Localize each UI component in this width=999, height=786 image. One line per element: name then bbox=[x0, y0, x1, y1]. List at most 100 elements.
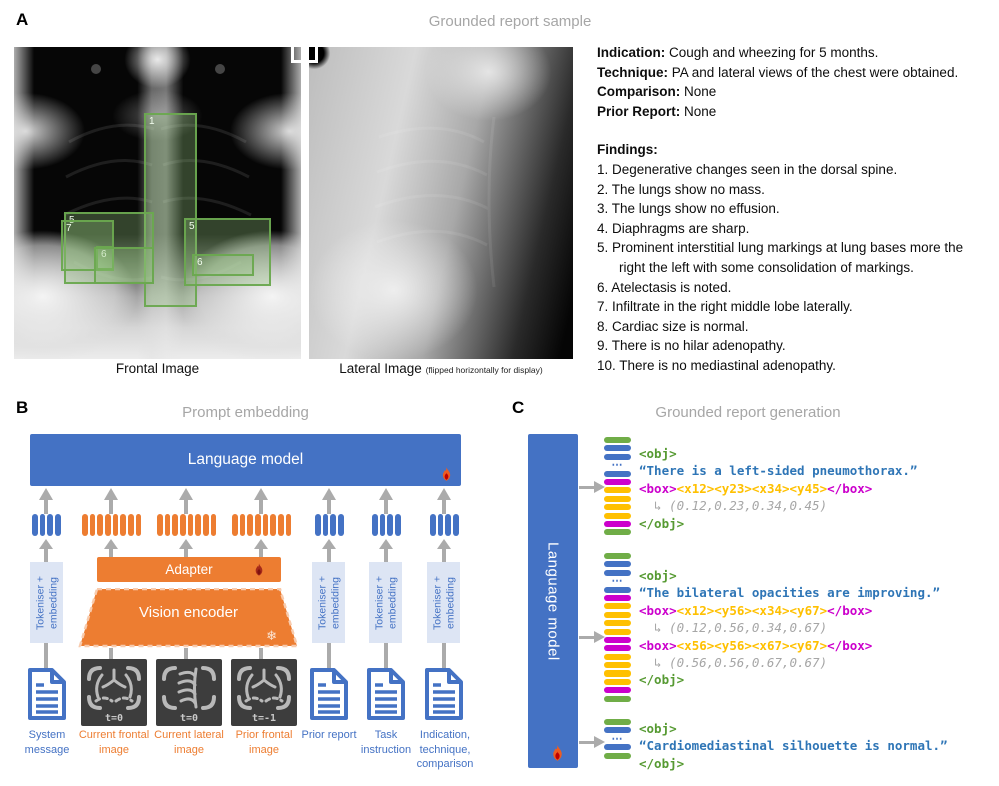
finding-item: 6. Atelectasis is noted. bbox=[597, 279, 732, 295]
obj-close-tag: </obj> bbox=[639, 755, 685, 771]
indication-line: Indication: Cough and wheezing for 5 mon… bbox=[597, 43, 993, 63]
token-stack-system bbox=[32, 514, 61, 536]
input-label-prior-report: Prior report bbox=[301, 729, 357, 741]
panel-a-title: Grounded report sample bbox=[428, 13, 592, 30]
language-model-label: Language model bbox=[187, 451, 304, 468]
frontal-sketch-icon bbox=[87, 666, 141, 710]
snowflake-icon: ❄ bbox=[266, 628, 277, 643]
timestamp-label: t=0 bbox=[104, 713, 124, 724]
timestamp-label: t=-1 bbox=[251, 713, 277, 724]
grounding-box: 7 bbox=[61, 220, 114, 271]
token-stack-lateral bbox=[157, 514, 217, 536]
tokeniser-embedding-box: Tokeniser + embedding bbox=[369, 562, 402, 643]
indication-value: Cough and wheezing for 5 months. bbox=[669, 45, 879, 60]
language-model-block-vertical: Language model bbox=[528, 434, 578, 768]
box-coords-decimal: ↳ (0.12,0.56,0.34,0.67) bbox=[654, 620, 828, 636]
lateral-caption: Lateral Image (flipped horizontally for … bbox=[309, 361, 573, 376]
rib-detail bbox=[374, 116, 496, 288]
output-token-stack-2: ⋯ bbox=[604, 553, 631, 702]
tokeniser-embedding-box: Tokeniser + embedding bbox=[427, 562, 460, 643]
box-coord-tokens: <x12><y23><x34><y45> bbox=[676, 480, 828, 496]
output-block-1: <obj> “There is a left-sided pneumothora… bbox=[639, 445, 917, 532]
finding-item: 9. There is no hilar adenopathy. bbox=[597, 338, 786, 354]
panel-c-letter: C bbox=[512, 398, 525, 417]
technique-line: Technique: PA and lateral views of the c… bbox=[597, 63, 993, 83]
frontal-caption: Frontal Image bbox=[14, 361, 301, 376]
indication-label: Indication: bbox=[597, 45, 666, 60]
prior-report-value: None bbox=[684, 103, 717, 119]
box-label: 6 bbox=[101, 249, 107, 260]
box-open-tag: <box> bbox=[639, 602, 677, 618]
input-label-indication: Indication, technique, comparison bbox=[416, 729, 474, 770]
lateral-caption-note: (flipped horizontally for display) bbox=[425, 365, 543, 375]
tokeniser-label: embedding bbox=[46, 576, 59, 629]
timestamp-label: t=0 bbox=[179, 713, 199, 724]
box-label: 6 bbox=[197, 257, 203, 268]
input-label-current-lateral: Current lateral image bbox=[154, 729, 224, 756]
panel-c-title: Grounded report generation bbox=[655, 404, 841, 421]
box-coords-decimal: ↳ (0.12,0.23,0.34,0.45) bbox=[654, 498, 828, 514]
vision-encoder-block: Vision encoder ❄ bbox=[78, 587, 299, 648]
tokeniser-embedding-box: Tokeniser + embedding bbox=[312, 562, 345, 643]
token-stack-prior-report bbox=[315, 514, 344, 536]
fire-icon bbox=[442, 467, 451, 481]
box-coord-tokens: <x12><y56><x34><y67> bbox=[676, 602, 828, 618]
box-coord-tokens: <x56><y56><x67><y67> bbox=[676, 637, 828, 653]
document-icon-system-message bbox=[28, 668, 66, 720]
panel-b-title: Prompt embedding bbox=[182, 404, 309, 421]
box-label: 5 bbox=[189, 221, 195, 232]
token-stack-indication bbox=[430, 514, 459, 536]
adapter-block: Adapter bbox=[97, 557, 281, 582]
vision-encoder-label: Vision encoder bbox=[139, 604, 238, 621]
finding-sentence: “There is a left-sided pneumothorax.” bbox=[639, 463, 918, 479]
comparison-label: Comparison: bbox=[597, 84, 681, 100]
box-tag-line: <box><x56><y56><x67><y67></box> bbox=[639, 637, 940, 654]
obj-close-tag: </obj> bbox=[639, 515, 685, 531]
rib-detail bbox=[63, 64, 252, 282]
fire-icon bbox=[553, 745, 562, 761]
box-tag-line: <box><x12><y23><x34><y45></box> bbox=[639, 480, 917, 497]
technique-label: Technique: bbox=[597, 64, 669, 80]
panel-b-letter: B bbox=[16, 398, 29, 417]
language-model-label: Language model bbox=[544, 541, 562, 661]
document-icon-prior-report bbox=[310, 668, 348, 720]
output-token-stack-3: ⋯ bbox=[604, 719, 631, 759]
report-text: Indication: Cough and wheezing for 5 mon… bbox=[597, 43, 993, 376]
box-open-tag: <box> bbox=[639, 480, 677, 496]
ellipsis-tokens: ⋯ bbox=[611, 575, 624, 588]
thumbnail-current-lateral: t=0 bbox=[156, 659, 222, 726]
input-label-task-instruction: Task instruction bbox=[360, 729, 412, 756]
box-label: 7 bbox=[66, 223, 72, 234]
finding-sentence: “Cardiomediastinal silhouette is normal.… bbox=[639, 738, 948, 754]
comparison-value: None bbox=[684, 84, 717, 100]
token-stack-prior-frontal bbox=[232, 514, 292, 536]
box-label: 1 bbox=[149, 116, 155, 127]
obj-open-tag: <obj> bbox=[639, 568, 677, 583]
document-icon-indication bbox=[425, 668, 463, 720]
box-close-tag: </box> bbox=[827, 602, 873, 618]
tokeniser-label: Tokeniser + bbox=[316, 575, 328, 630]
prior-report-line: Prior Report: None bbox=[597, 102, 993, 122]
input-label-current-frontal: Current frontal image bbox=[78, 729, 150, 756]
tokeniser-label: embedding bbox=[328, 576, 341, 629]
input-label-prior-frontal: Prior frontal image bbox=[235, 729, 293, 756]
ellipsis-tokens: ⋯ bbox=[611, 732, 624, 745]
xray-background bbox=[309, 47, 573, 359]
token-stack-task bbox=[372, 514, 401, 536]
finding-item: 4. Diaphragms are sharp. bbox=[597, 220, 750, 236]
box-tag-line: <box><x12><y56><x34><y67></box> bbox=[639, 602, 940, 619]
box-coords-decimal: ↳ (0.56,0.56,0.67,0.67) bbox=[654, 655, 828, 671]
finding-item: 10. There is no mediastinal adenopathy. bbox=[597, 357, 836, 373]
obj-close-tag: </obj> bbox=[639, 672, 685, 688]
frontal-caption-text: Frontal Image bbox=[115, 361, 200, 376]
finding-item: 7. Infiltrate in the right middle lobe l… bbox=[597, 299, 853, 315]
output-block-3: <obj> “Cardiomediastinal silhouette is n… bbox=[639, 720, 948, 772]
ellipsis-tokens: ⋯ bbox=[611, 459, 624, 472]
tokeniser-label: embedding bbox=[385, 576, 398, 629]
vision-encoder-shape bbox=[78, 587, 299, 648]
grounding-box bbox=[94, 247, 154, 284]
box-close-tag: </box> bbox=[827, 480, 873, 496]
thumbnail-current-frontal: t=0 bbox=[81, 659, 147, 726]
technique-value: PA and lateral views of the chest were o… bbox=[671, 64, 959, 80]
thumbnail-prior-frontal: t=-1 bbox=[231, 659, 297, 726]
